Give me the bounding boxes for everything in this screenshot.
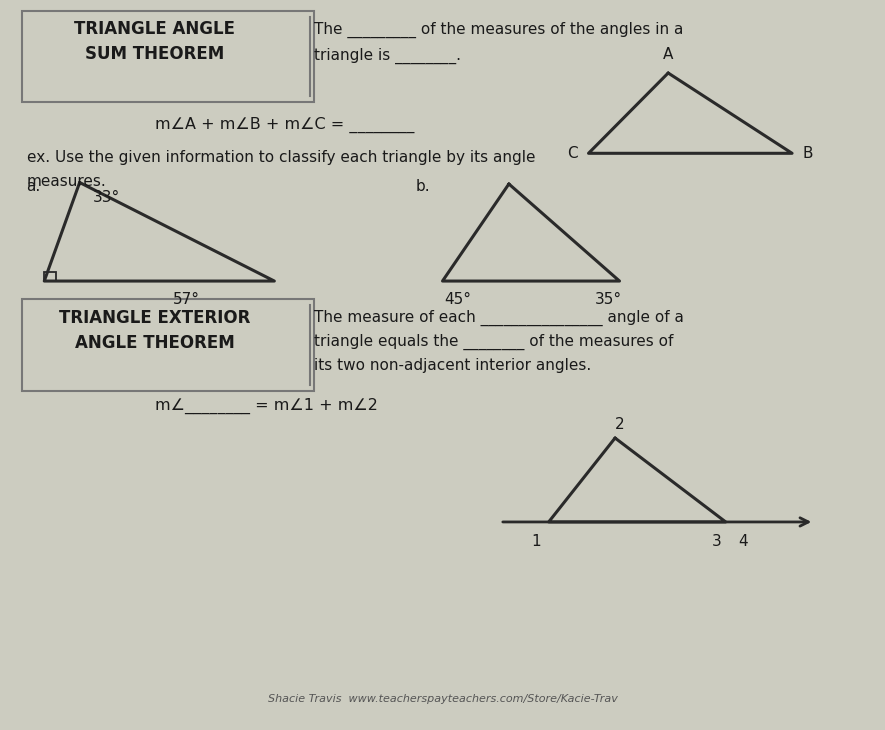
- Text: 33°: 33°: [93, 190, 120, 205]
- FancyBboxPatch shape: [22, 299, 314, 391]
- Text: 57°: 57°: [173, 292, 200, 307]
- Text: TRIANGLE EXTERIOR
ANGLE THEOREM: TRIANGLE EXTERIOR ANGLE THEOREM: [59, 309, 250, 352]
- Text: Shacie Travis  www.teacherspayteachers.com/Store/Kacie-Trav: Shacie Travis www.teacherspayteachers.co…: [267, 694, 618, 704]
- Text: 2: 2: [615, 417, 624, 432]
- FancyBboxPatch shape: [22, 11, 314, 102]
- Text: 35°: 35°: [595, 292, 622, 307]
- Text: a.: a.: [27, 179, 41, 194]
- Text: The measure of each ________________ angle of a: The measure of each ________________ ang…: [314, 310, 684, 326]
- Text: A: A: [663, 47, 673, 62]
- Text: 3: 3: [712, 534, 722, 550]
- Text: b.: b.: [416, 179, 431, 194]
- Text: 1: 1: [532, 534, 541, 550]
- Text: m∠________ = m∠1 + m∠2: m∠________ = m∠1 + m∠2: [155, 398, 378, 414]
- Text: triangle is ________.: triangle is ________.: [314, 47, 461, 64]
- Bar: [44, 272, 56, 281]
- Text: triangle equals the ________ of the measures of: triangle equals the ________ of the meas…: [314, 334, 673, 350]
- Text: 45°: 45°: [444, 292, 472, 307]
- Text: The _________ of the measures of the angles in a: The _________ of the measures of the ang…: [314, 22, 683, 38]
- Text: C: C: [567, 146, 578, 161]
- Text: 4: 4: [739, 534, 748, 550]
- Text: its two non-adjacent interior angles.: its two non-adjacent interior angles.: [314, 358, 591, 373]
- Text: TRIANGLE ANGLE
SUM THEOREM: TRIANGLE ANGLE SUM THEOREM: [74, 20, 235, 64]
- Text: measures.: measures.: [27, 174, 106, 189]
- Text: B: B: [803, 146, 813, 161]
- Text: m∠A + m∠B + m∠C = ________: m∠A + m∠B + m∠C = ________: [155, 117, 414, 133]
- Text: ex. Use the given information to classify each triangle by its angle: ex. Use the given information to classif…: [27, 150, 535, 165]
